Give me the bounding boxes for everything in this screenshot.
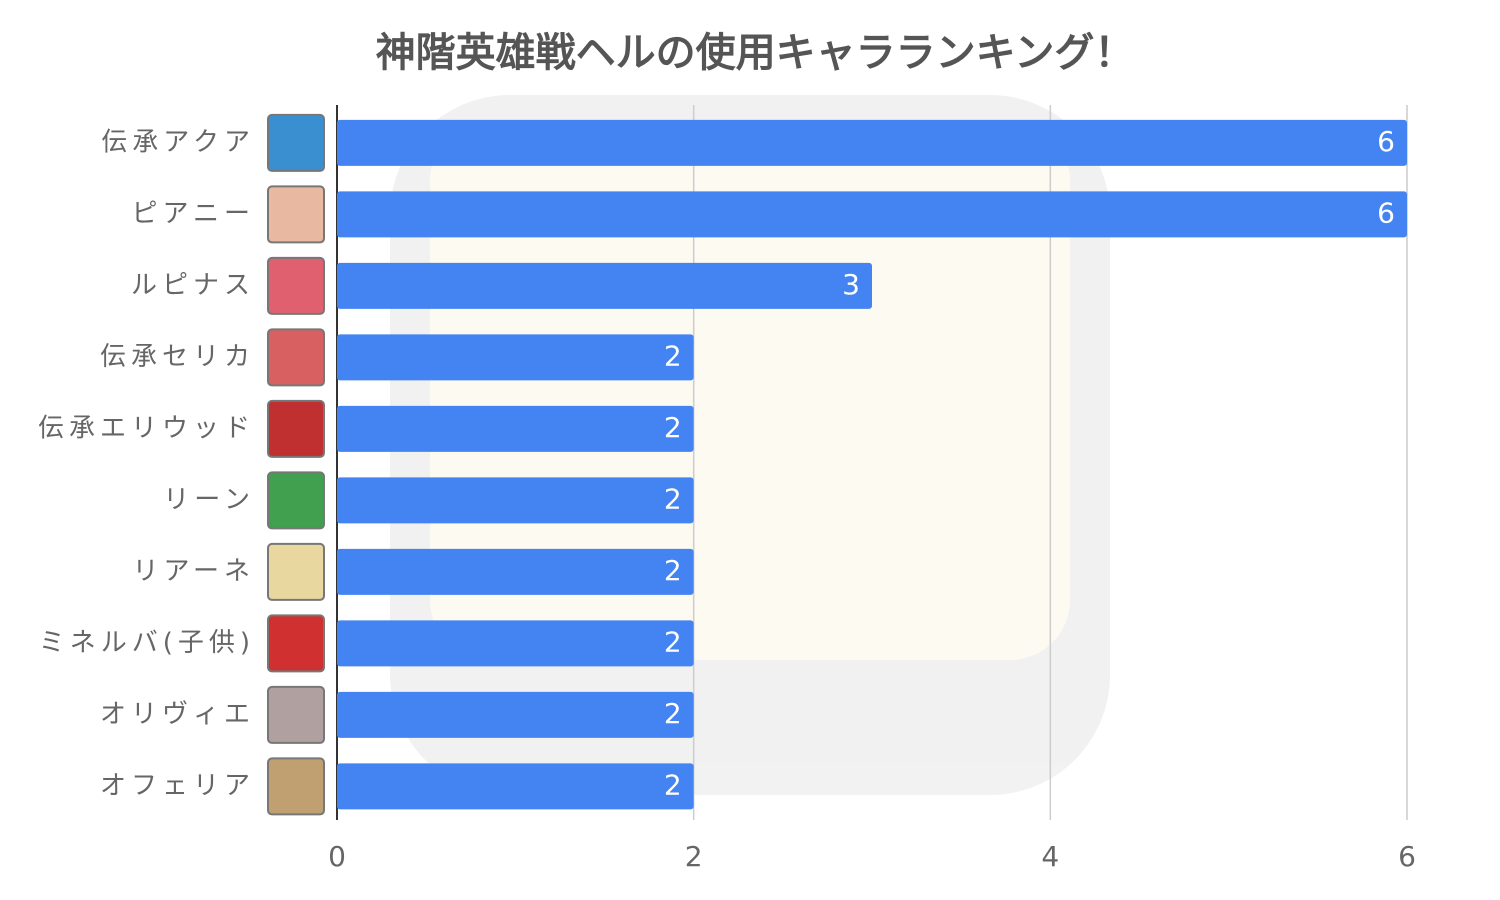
character-icon [267,399,325,458]
y-tick-label: ピアニー [132,199,255,229]
bar [337,191,1407,238]
bar [337,405,694,452]
value-label: 6 [1377,196,1395,229]
bar [337,548,694,595]
value-label: 2 [664,768,682,801]
x-tick-label: 6 [1398,840,1416,873]
y-tick-label: リーン [163,485,255,515]
bar [337,477,694,524]
value-label: 3 [842,268,860,301]
character-icon [267,685,325,744]
character-icon [267,471,325,530]
character-icon [267,757,325,816]
value-label: 2 [664,339,682,372]
value-label: 2 [664,625,682,658]
value-label: 2 [664,411,682,444]
y-tick-label: オフェリア [100,771,255,801]
bar [337,620,694,667]
bar [337,334,694,381]
bar [337,691,694,738]
chart-title: 神階英雄戦ヘルの使用キャラランキング！ [376,30,1135,76]
y-tick-label: ルピナス [131,270,255,300]
bar [337,262,872,309]
y-tick-label: 伝承アクア [101,127,255,157]
character-icon [267,542,325,601]
y-tick-label: リアーネ [133,556,255,586]
value-label: 2 [664,697,682,730]
value-label: 6 [1377,125,1395,158]
bar [337,763,694,810]
y-tick-label: 伝承エリウッド [38,413,255,443]
character-icon [267,614,325,673]
x-tick-label: 0 [328,840,346,873]
character-icon [267,185,325,244]
x-tick-label: 4 [1041,840,1059,873]
value-label: 2 [664,482,682,515]
bar [337,119,1407,166]
watermark-inner [430,120,1070,660]
character-icon [267,256,325,315]
y-tick-label: 伝承セリカ [100,342,255,372]
character-icon [267,328,325,387]
y-tick-label: オリヴィエ [100,699,255,729]
value-label: 2 [664,554,682,587]
x-tick-label: 2 [685,840,703,873]
character-icon [267,113,325,172]
y-tick-label: ミネルバ(子供) [39,628,255,658]
